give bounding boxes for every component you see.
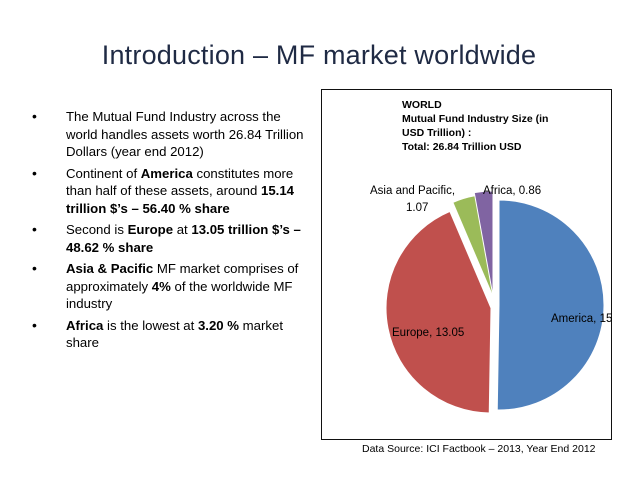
data-source: Data Source: ICI Factbook – 2013, Year E…	[362, 443, 596, 455]
slice-label: Africa, 0.86	[483, 185, 541, 197]
bullet-text: The Mutual Fund Industry across the worl…	[66, 109, 304, 159]
bullet-text-bold: Europe	[127, 222, 174, 237]
bullet-text-bold: Asia & Pacific	[66, 261, 154, 276]
slice-label: America, 15.14	[551, 313, 613, 325]
slice-label: 1.07	[406, 202, 428, 214]
bullet-text: MF market comprises of approximately	[66, 261, 299, 294]
chart-title-line: Total: 26.84 Trillion USD	[402, 141, 522, 153]
bullet-text-bold: 15.14 trillion $’s – 56.40 % share	[66, 183, 295, 216]
pie-slice-europe	[385, 210, 492, 414]
chart-title-line: WORLD	[402, 99, 442, 111]
bullet-text: constitutes more than half of these asse…	[66, 165, 294, 199]
chart-title-line: Mutual Fund Industry Size (in	[402, 113, 549, 125]
bullet-list: The Mutual Fund Industry across the worl…	[32, 108, 310, 356]
bullet-text-bold: 4%	[151, 278, 171, 294]
bullet-text-bold: 3.20 %	[197, 317, 240, 333]
bullet-text: at	[173, 222, 192, 237]
slice-label: Asia and Pacific,	[370, 185, 455, 197]
bullet-text: market share	[66, 317, 283, 351]
bullet-text: of the worldwide MF industry	[66, 278, 293, 312]
bullet-text-bold: America	[140, 165, 193, 181]
pie-slice-africa	[473, 190, 494, 297]
chart-title: WORLD Mutual Fund Industry Size (in USD …	[402, 98, 602, 154]
bullet-text: is the lowest at	[103, 317, 198, 333]
bullet-item: The Mutual Fund Industry across the worl…	[32, 108, 310, 161]
chart-title-line: USD Trillion) :	[402, 127, 472, 139]
bullet-item: Asia & Pacific MF market comprises of ap…	[32, 260, 310, 313]
pie-chart: WORLD Mutual Fund Industry Size (in USD …	[321, 89, 613, 440]
pie-slice-america	[496, 199, 605, 411]
bullet-text-bold: 13.05 trillion $’s – 48.62 % share	[66, 222, 301, 255]
slice-label: Europe, 13.05	[392, 327, 464, 339]
bullet-text: Continent of	[66, 165, 141, 181]
slide-title: Introduction – MF market worldwide	[101, 40, 537, 70]
bullet-item: Continent of America constitutes more th…	[32, 165, 310, 218]
bullet-text: Second is	[66, 222, 128, 237]
bullet-item: Second is Europe at 13.05 trillion $’s –…	[32, 221, 310, 256]
pie-svg: America, 15.14 Europe, 13.05 Asia and Paci…	[370, 185, 613, 414]
bullet-item: Africa is the lowest at 3.20 % market sh…	[32, 317, 310, 352]
bullet-text-bold: Africa	[66, 317, 104, 333]
